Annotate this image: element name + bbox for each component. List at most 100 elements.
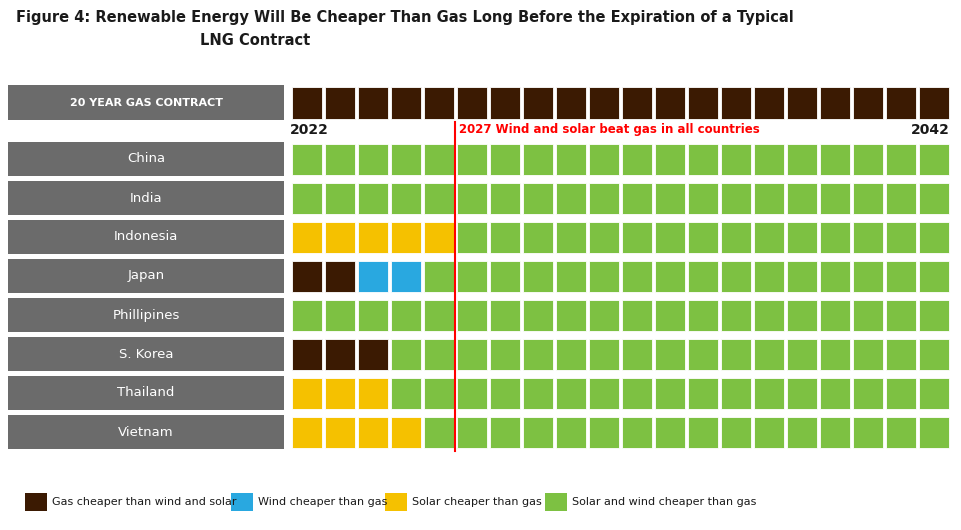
Bar — [357, 86, 387, 119]
Bar — [687, 261, 718, 292]
Bar — [721, 377, 751, 409]
Bar — [424, 86, 454, 119]
Bar — [555, 222, 585, 252]
Bar — [523, 86, 553, 119]
Bar — [721, 339, 751, 369]
Bar — [555, 261, 585, 292]
Bar — [820, 339, 850, 369]
Bar — [489, 261, 520, 292]
Bar — [523, 417, 553, 447]
Bar — [687, 339, 718, 369]
Bar — [424, 377, 454, 409]
Text: Solar cheaper than gas: Solar cheaper than gas — [412, 497, 542, 507]
Bar — [357, 222, 387, 252]
Bar — [489, 86, 520, 119]
Bar — [325, 182, 355, 214]
Bar — [291, 86, 322, 119]
Bar — [588, 339, 619, 369]
Text: 2042: 2042 — [911, 123, 950, 137]
Bar — [523, 222, 553, 252]
Bar — [390, 261, 421, 292]
Bar — [820, 222, 850, 252]
Bar — [291, 339, 322, 369]
Bar — [654, 299, 684, 331]
Bar — [820, 299, 850, 331]
Bar — [588, 417, 619, 447]
Bar — [424, 182, 454, 214]
Bar — [424, 261, 454, 292]
Bar — [786, 182, 817, 214]
Bar — [687, 222, 718, 252]
Bar — [786, 339, 817, 369]
Bar — [555, 377, 585, 409]
Bar — [852, 261, 882, 292]
Text: Wind cheaper than gas: Wind cheaper than gas — [259, 497, 387, 507]
Bar — [390, 377, 421, 409]
Bar — [820, 377, 850, 409]
Text: LNG Contract: LNG Contract — [200, 33, 310, 48]
Bar — [8, 220, 284, 254]
Bar — [885, 144, 916, 174]
Bar — [489, 377, 520, 409]
Bar — [885, 86, 916, 119]
Bar — [291, 261, 322, 292]
Bar — [753, 182, 783, 214]
Bar — [786, 144, 817, 174]
Text: 2022: 2022 — [290, 123, 329, 137]
Bar — [654, 222, 684, 252]
Bar — [456, 261, 486, 292]
Bar — [325, 339, 355, 369]
Bar — [424, 339, 454, 369]
Bar — [545, 493, 567, 511]
Text: Japan: Japan — [128, 269, 164, 282]
Bar — [555, 417, 585, 447]
Bar — [456, 144, 486, 174]
Bar — [588, 86, 619, 119]
Bar — [325, 299, 355, 331]
Bar — [456, 222, 486, 252]
Bar — [820, 144, 850, 174]
Bar — [588, 299, 619, 331]
Bar — [687, 417, 718, 447]
Bar — [820, 182, 850, 214]
Bar — [687, 299, 718, 331]
Bar — [357, 261, 387, 292]
Bar — [588, 222, 619, 252]
Bar — [622, 261, 652, 292]
Bar — [325, 261, 355, 292]
Bar — [523, 339, 553, 369]
Bar — [820, 86, 850, 119]
Bar — [385, 493, 407, 511]
Bar — [357, 299, 387, 331]
Bar — [654, 144, 684, 174]
Bar — [753, 222, 783, 252]
Text: India: India — [130, 191, 162, 205]
Bar — [390, 222, 421, 252]
Bar — [885, 182, 916, 214]
Bar — [523, 182, 553, 214]
Bar — [721, 182, 751, 214]
Bar — [555, 299, 585, 331]
Bar — [489, 339, 520, 369]
Bar — [919, 222, 949, 252]
Bar — [753, 86, 783, 119]
Bar — [919, 86, 949, 119]
Bar — [8, 415, 284, 449]
Bar — [25, 493, 47, 511]
Bar — [753, 261, 783, 292]
Text: Gas cheaper than wind and solar: Gas cheaper than wind and solar — [52, 497, 236, 507]
Bar — [721, 299, 751, 331]
Bar — [885, 339, 916, 369]
Bar — [456, 182, 486, 214]
Bar — [456, 339, 486, 369]
Bar — [390, 339, 421, 369]
Bar — [654, 339, 684, 369]
Bar — [721, 144, 751, 174]
Bar — [8, 142, 284, 176]
Bar — [622, 222, 652, 252]
Bar — [424, 144, 454, 174]
Bar — [852, 377, 882, 409]
Bar — [291, 417, 322, 447]
Bar — [555, 339, 585, 369]
Bar — [456, 417, 486, 447]
